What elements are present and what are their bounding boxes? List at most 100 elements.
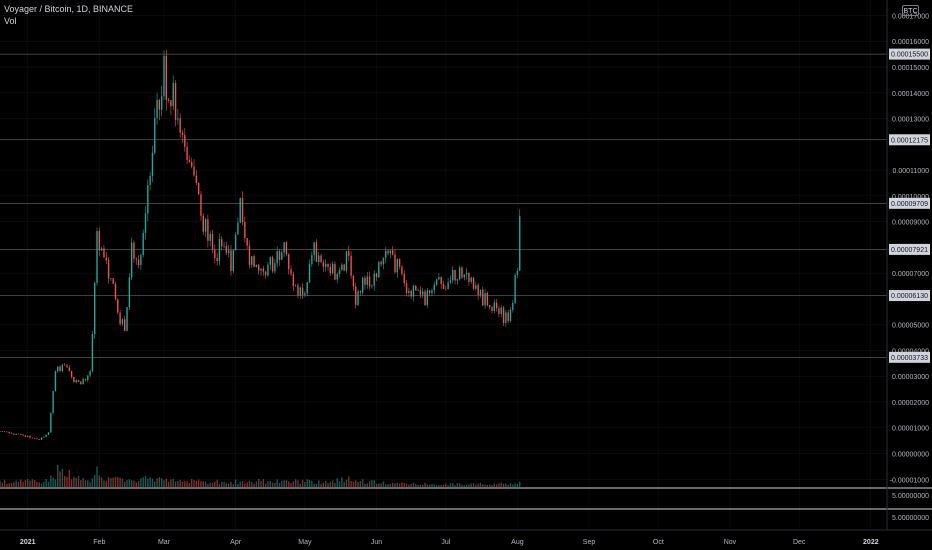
y-tick-label: 0.00015000 xyxy=(892,65,929,72)
candle-body xyxy=(426,290,429,306)
volume-bar xyxy=(177,481,179,487)
candle-body xyxy=(165,55,168,100)
candle-body xyxy=(172,82,174,107)
candle-body xyxy=(440,277,442,285)
volume-bar xyxy=(167,481,170,487)
candle-body xyxy=(308,263,311,283)
candle-body xyxy=(274,263,276,272)
candle-body xyxy=(68,367,70,372)
volume-bar xyxy=(68,470,70,487)
candle-body xyxy=(43,436,45,438)
candle-body xyxy=(179,118,181,133)
candle-body xyxy=(380,261,382,265)
volume-bar xyxy=(355,480,357,487)
volume-bar xyxy=(50,475,52,487)
candle-body xyxy=(255,264,258,267)
volume-bar xyxy=(121,478,124,487)
volume-bar xyxy=(341,477,343,487)
candle-body xyxy=(264,271,267,276)
candle-body xyxy=(98,231,101,251)
price-line-label: 0.00006130 xyxy=(891,293,928,300)
horizontal-price-lines[interactable] xyxy=(0,53,887,358)
candle-body xyxy=(472,277,475,289)
candle-body xyxy=(327,263,329,267)
volume-bar xyxy=(408,484,410,487)
candle-body xyxy=(15,433,17,435)
volume-bar xyxy=(366,483,368,487)
candle-body xyxy=(84,378,87,380)
volume-bar xyxy=(17,481,20,487)
volume-bar xyxy=(253,483,255,487)
candle-body xyxy=(491,307,493,311)
volume-bar xyxy=(288,481,290,487)
volume-bar xyxy=(117,476,119,487)
price-line-label: 0.00015500 xyxy=(891,52,928,59)
pane-scale-labels: 5.00000000 5.00000000 xyxy=(892,493,929,522)
volume-bar xyxy=(281,480,283,487)
candle-body xyxy=(0,431,1,432)
candle-body xyxy=(239,198,241,223)
candle-body xyxy=(174,82,177,120)
time-scale[interactable]: 2021 Feb Mar Apr May Jun Jul Aug Sep Oct Nov Dec 202… xyxy=(20,539,879,546)
volume-bar xyxy=(299,483,301,487)
candle-body xyxy=(320,255,322,263)
volume-bar xyxy=(378,483,380,487)
candle-body xyxy=(297,285,299,296)
candle-body xyxy=(167,99,170,101)
candle-body xyxy=(502,307,505,323)
volume-bar xyxy=(91,478,94,487)
volume-bar xyxy=(398,483,401,487)
candle-body xyxy=(461,267,463,278)
candle-body xyxy=(147,184,149,214)
candle-body xyxy=(133,242,135,259)
candle-body xyxy=(276,251,278,264)
x-tick-label: 2022 xyxy=(863,539,879,546)
volume-legend[interactable]: Vol xyxy=(4,16,17,26)
candle-body xyxy=(87,375,89,380)
candle-body xyxy=(22,434,24,436)
candle-body xyxy=(318,255,320,262)
volume-bar xyxy=(207,484,209,487)
volume-bar xyxy=(456,483,459,487)
candle-body xyxy=(324,263,327,267)
candle-body xyxy=(170,100,172,107)
price-line-label: 0.00003733 xyxy=(891,355,928,362)
volume-bar xyxy=(516,484,519,487)
candle-body xyxy=(345,251,348,271)
candle-body xyxy=(488,305,491,308)
volume-bar xyxy=(468,484,470,487)
candle-body xyxy=(431,290,433,294)
candle-body xyxy=(311,255,313,264)
candle-body xyxy=(200,194,202,216)
volume-bar xyxy=(225,483,228,487)
y-tick-label: 0.00003000 xyxy=(892,374,929,381)
candle-body xyxy=(424,291,426,306)
volume-bar xyxy=(193,480,195,487)
volume-bar xyxy=(223,482,225,487)
currency-badge[interactable]: BTC xyxy=(902,5,919,16)
candle-body xyxy=(482,289,484,306)
candle-body xyxy=(33,438,36,439)
volume-bar xyxy=(452,483,454,487)
candle-body xyxy=(193,166,195,176)
candle-body xyxy=(61,365,64,372)
volume-bar xyxy=(371,480,373,487)
candle-body xyxy=(456,279,459,281)
symbol-legend[interactable]: Voyager / Bitcoin, 1D, BINANCE xyxy=(4,4,134,14)
price-line-label-box xyxy=(889,351,930,363)
candle-body xyxy=(121,319,124,324)
candle-body xyxy=(244,222,246,239)
candle-body xyxy=(290,269,292,275)
candle-body xyxy=(24,435,27,437)
candle-body xyxy=(225,246,228,253)
candle-body xyxy=(230,250,232,271)
candle-body xyxy=(17,433,20,435)
volume-bar xyxy=(36,481,38,487)
candle-body xyxy=(306,282,308,294)
candle-body xyxy=(144,213,147,233)
candle-body xyxy=(301,287,304,295)
x-tick-label: Mar xyxy=(158,539,171,546)
volume-bar xyxy=(472,483,475,487)
volume-bar xyxy=(107,477,110,487)
